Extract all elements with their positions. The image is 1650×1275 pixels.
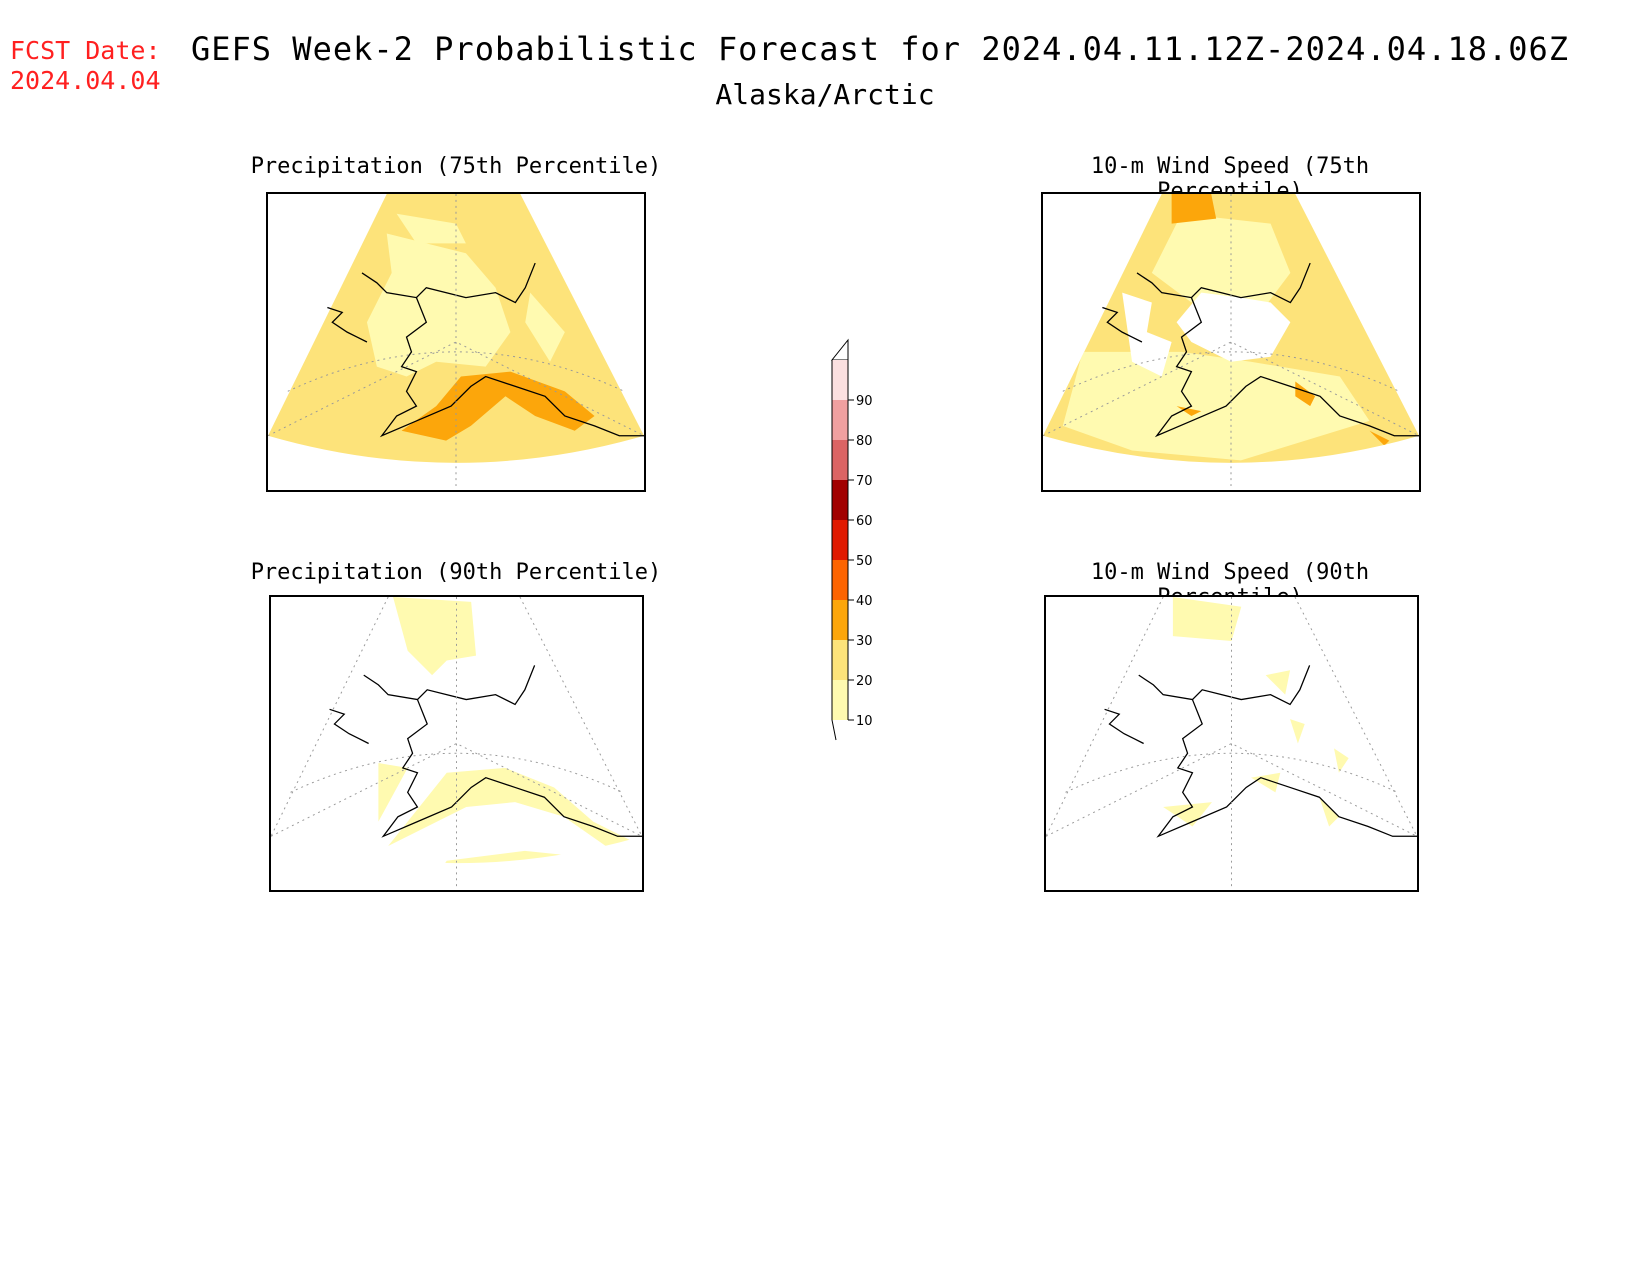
forecast-date-label: FCST Date:	[10, 36, 161, 65]
legend-swatch	[832, 560, 848, 600]
legend-tick-label: 70	[856, 474, 873, 489]
panel-title-precip75: Precipitation (75th Percentile)	[250, 154, 662, 179]
legend-tick-label: 80	[856, 434, 873, 449]
legend-tick-label: 90	[856, 394, 873, 409]
map-precip75	[268, 194, 644, 490]
map-panel-wind90	[1044, 595, 1419, 892]
legend-top-tip	[830, 338, 849, 361]
map-panel-wind75	[1041, 192, 1421, 492]
legend-swatch	[832, 600, 848, 640]
legend-tick-label: 40	[856, 594, 873, 609]
legend-swatch	[832, 520, 848, 560]
legend-swatch	[832, 640, 848, 680]
legend-outline	[831, 360, 849, 741]
map-wind75	[1043, 194, 1419, 490]
legend-colorbar: 10 20 30 40 50 60 70 80 90	[830, 338, 873, 741]
page-subtitle: Alaska/Arctic	[715, 78, 935, 111]
map-wind90	[1046, 597, 1417, 890]
legend-tick-label: 10	[856, 714, 873, 729]
panel-title-precip90: Precipitation (90th Percentile)	[250, 560, 662, 585]
page-title-text: GEFS Week-2 Probabilistic Forecast for 2…	[190, 30, 1570, 68]
legend-tick-label: 20	[856, 674, 873, 689]
legend-tick-label: 60	[856, 514, 873, 529]
color-legend: 10 20 30 40 50 60 70 80 90	[820, 330, 890, 754]
page-title: GEFS Week-2 Probabilistic Forecast for 2…	[0, 30, 1650, 68]
legend-swatch	[832, 480, 848, 520]
forecast-date-value: 2024.04.04	[10, 66, 161, 95]
map-precip90	[271, 597, 642, 890]
legend-swatch	[832, 680, 848, 720]
legend-swatch	[832, 400, 848, 440]
legend-tick-label: 30	[856, 634, 873, 649]
forecast-date-block: FCST Date: 2024.04.04	[10, 36, 161, 96]
legend-swatch	[832, 360, 848, 400]
legend-swatch	[832, 440, 848, 480]
map-panel-precip90	[269, 595, 644, 892]
legend-tick-label: 50	[856, 554, 873, 569]
map-panel-precip75	[266, 192, 646, 492]
